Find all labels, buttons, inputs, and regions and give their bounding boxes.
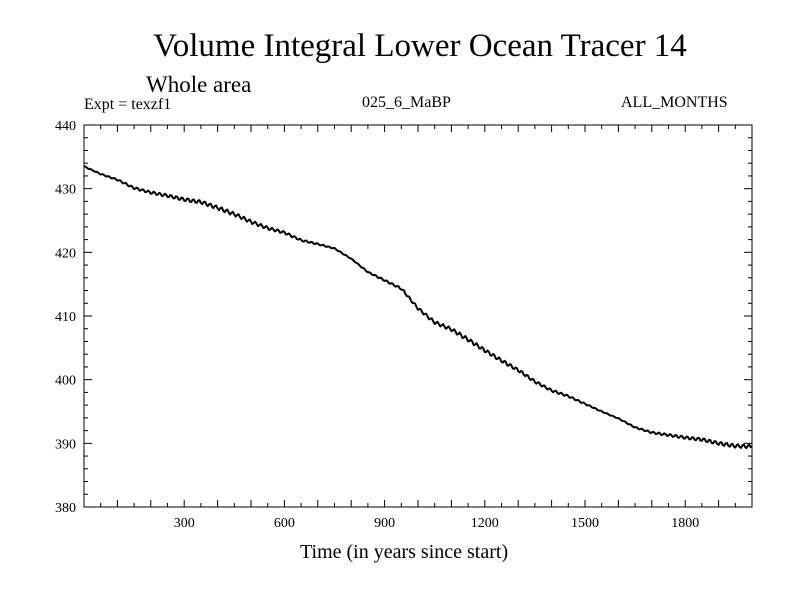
axis-ticks <box>84 125 752 507</box>
x-tick-label: 1200 <box>471 516 499 531</box>
y-tick-label: 410 <box>55 310 76 325</box>
y-tick-label: 430 <box>55 183 76 198</box>
x-tick-label: 300 <box>174 516 195 531</box>
x-axis-label: Time (in years since start) <box>300 541 509 563</box>
experiment-name: 025_6_MaBP <box>362 94 451 111</box>
chart-subtitle: Whole area <box>146 72 252 97</box>
y-tick-label: 390 <box>55 437 76 452</box>
x-tick-label: 1800 <box>671 516 699 531</box>
y-tick-label: 380 <box>55 501 76 516</box>
chart-title: Volume Integral Lower Ocean Tracer 14 <box>153 28 687 64</box>
series-group <box>83 165 753 450</box>
x-tick-label: 600 <box>274 516 295 531</box>
y-tick-label: 400 <box>55 374 76 389</box>
tick-labels: 300 600 900 1200 1500 1800 380 390 400 410 420 430 4… <box>55 119 699 531</box>
experiment-label: Expt = texzf1 <box>84 96 172 113</box>
plot-frame <box>83 124 753 508</box>
series-line <box>83 165 753 450</box>
x-tick-label: 900 <box>374 516 395 531</box>
y-tick-label: 440 <box>55 119 76 134</box>
y-tick-label: 420 <box>55 246 76 261</box>
period-label: ALL_MONTHS <box>621 94 728 111</box>
x-tick-label: 1500 <box>571 516 599 531</box>
